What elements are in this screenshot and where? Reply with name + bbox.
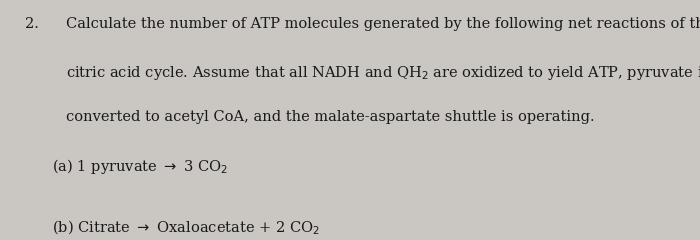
Text: converted to acetyl CoA, and the malate-aspartate shuttle is operating.: converted to acetyl CoA, and the malate-… xyxy=(66,110,595,124)
Text: citric acid cycle. Assume that all NADH and QH$_2$ are oxidized to yield ATP, py: citric acid cycle. Assume that all NADH … xyxy=(66,64,700,82)
Text: Calculate the number of ATP molecules generated by the following net reactions o: Calculate the number of ATP molecules ge… xyxy=(66,17,700,31)
Text: (a) 1 pyruvate $\rightarrow$ 3 CO$_2$: (a) 1 pyruvate $\rightarrow$ 3 CO$_2$ xyxy=(52,157,229,176)
Text: (b) Citrate $\rightarrow$ Oxaloacetate + 2 CO$_2$: (b) Citrate $\rightarrow$ Oxaloacetate +… xyxy=(52,218,321,237)
Text: 2.: 2. xyxy=(25,17,38,31)
